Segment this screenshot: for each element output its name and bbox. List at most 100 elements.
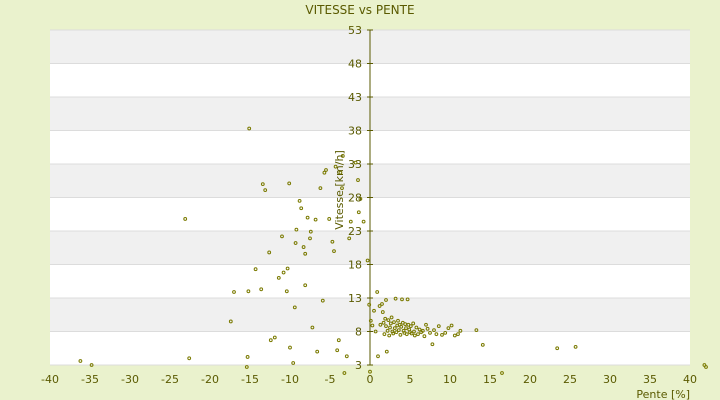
x-tick-label: -10 (281, 373, 299, 386)
data-point (228, 319, 233, 324)
points-layer (78, 126, 708, 375)
data-point (246, 289, 251, 294)
data-point (376, 354, 380, 359)
x-tick-label: 40 (683, 373, 697, 386)
data-point (333, 164, 338, 169)
data-point (348, 219, 353, 224)
data-point (347, 236, 352, 241)
data-point (340, 186, 344, 191)
data-point (281, 270, 286, 275)
data-point (396, 318, 400, 323)
data-point (420, 328, 425, 333)
data-point (365, 258, 370, 263)
y-tick-label: 18 (348, 259, 362, 272)
chart-title: VITESSE vs PENTE (305, 3, 414, 17)
x-tick-label: -15 (241, 373, 259, 386)
data-point (409, 331, 414, 336)
data-point (396, 328, 401, 333)
data-point (391, 331, 396, 336)
x-tick-label: -35 (81, 373, 99, 386)
data-point (372, 308, 376, 313)
data-point (404, 326, 408, 331)
data-point (183, 217, 188, 221)
x-tick-label: 30 (603, 373, 617, 386)
data-point (330, 239, 335, 244)
data-point (412, 333, 417, 338)
data-point (430, 342, 435, 347)
data-point (293, 241, 298, 245)
data-point (375, 290, 380, 294)
data-point (78, 359, 83, 363)
data-point (388, 325, 392, 330)
data-point (299, 206, 304, 211)
data-point (244, 365, 249, 369)
data-point (327, 217, 332, 221)
data-point (313, 217, 318, 222)
data-point (301, 245, 306, 249)
data-point (297, 198, 302, 203)
data-point (704, 365, 708, 369)
x-tick-label: 20 (523, 373, 537, 386)
data-point (573, 345, 578, 349)
data-point (245, 355, 250, 359)
data-point (247, 126, 252, 131)
data-point (434, 332, 439, 337)
data-point (276, 276, 281, 280)
data-point (303, 251, 308, 256)
data-point (268, 338, 273, 343)
y-tick-label: 8 (355, 326, 362, 339)
data-point (322, 170, 327, 175)
data-point (320, 298, 325, 303)
data-point (411, 321, 416, 326)
data-point (308, 229, 313, 234)
data-point (380, 310, 385, 314)
data-point (291, 361, 296, 365)
data-point (381, 320, 386, 325)
data-point (480, 343, 485, 347)
data-point (449, 323, 454, 328)
y-tick-label: 23 (348, 225, 362, 238)
data-point (315, 349, 320, 354)
data-point (187, 356, 192, 361)
data-point (384, 298, 388, 302)
data-point (408, 324, 413, 329)
data-point (310, 325, 315, 330)
data-point (387, 333, 392, 338)
data-point (386, 318, 391, 323)
data-point (272, 335, 277, 340)
data-point (417, 327, 422, 332)
data-point (280, 234, 284, 239)
data-point (440, 332, 444, 337)
data-point (344, 354, 349, 359)
x-tick-label: -40 (41, 373, 59, 386)
data-point (338, 170, 343, 175)
data-point (399, 324, 404, 329)
data-point (253, 267, 258, 272)
data-point (388, 321, 393, 326)
data-point (356, 178, 360, 182)
data-point (292, 305, 297, 310)
data-point (370, 323, 375, 328)
data-point (400, 297, 404, 302)
data-point (373, 329, 378, 334)
x-axis-label: Pente [%] (636, 388, 690, 400)
data-point (385, 328, 390, 333)
data-point (340, 154, 345, 158)
x-tick-label: 5 (407, 373, 414, 386)
data-point (393, 296, 398, 301)
data-point (424, 322, 428, 327)
data-point (336, 338, 341, 343)
y-tick-label: 53 (348, 24, 362, 37)
data-point (458, 328, 463, 333)
data-point (294, 227, 299, 232)
data-point (308, 236, 312, 241)
data-point (404, 332, 409, 337)
data-point (392, 326, 397, 331)
data-point (377, 304, 382, 308)
data-point (305, 215, 310, 220)
data-point (394, 330, 399, 335)
data-point (378, 322, 383, 327)
data-point (500, 371, 504, 375)
data-point (263, 188, 268, 193)
